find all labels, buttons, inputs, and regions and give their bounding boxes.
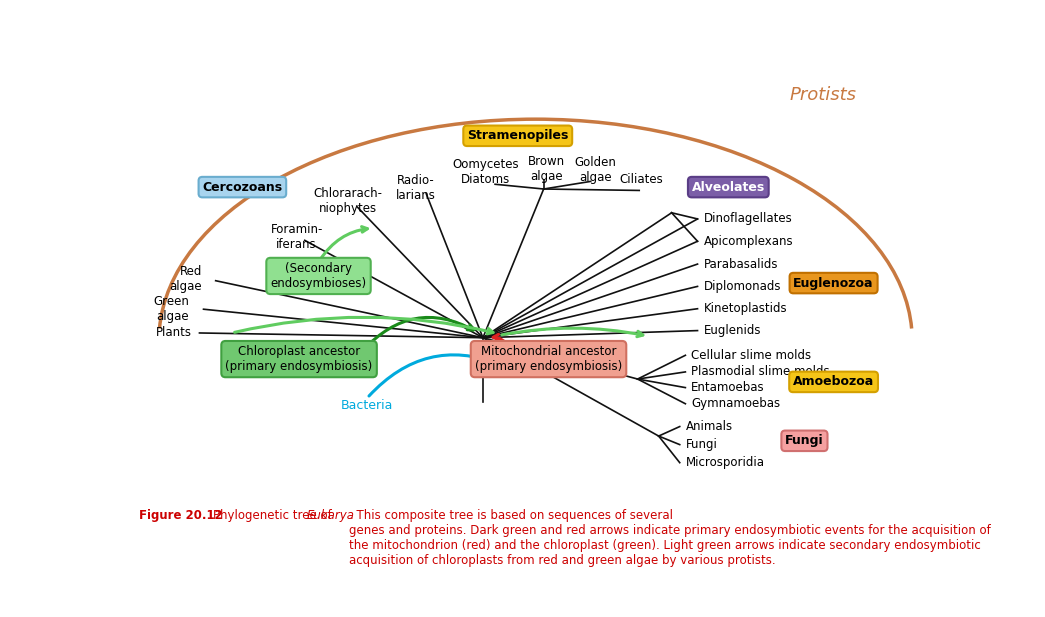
Text: Mitochondrial ancestor
(primary endosymbiosis): Mitochondrial ancestor (primary endosymb… [474, 345, 622, 373]
Text: Oomycetes
Diatoms: Oomycetes Diatoms [452, 158, 518, 186]
Text: Ciliates: Ciliates [619, 173, 663, 186]
Text: (Secondary
endosymbioses): (Secondary endosymbioses) [271, 262, 367, 290]
Text: Fungi: Fungi [687, 438, 718, 451]
Text: Eukarya: Eukarya [307, 509, 355, 522]
Text: Cellular slime molds: Cellular slime molds [691, 349, 811, 362]
Text: Apicomplexans: Apicomplexans [704, 235, 793, 248]
Text: Foramin-
iferans: Foramin- iferans [271, 223, 323, 251]
Text: Protists: Protists [790, 86, 857, 104]
Text: Kinetoplastids: Kinetoplastids [704, 302, 788, 315]
Text: Diplomonads: Diplomonads [704, 280, 782, 293]
Text: Red
algae: Red algae [169, 265, 202, 293]
Text: Euglenozoa: Euglenozoa [793, 276, 874, 289]
Text: Bacteria: Bacteria [341, 399, 393, 412]
Text: Plants: Plants [156, 326, 192, 339]
Text: Parabasalids: Parabasalids [704, 257, 779, 271]
Text: Cercozoans: Cercozoans [203, 181, 282, 194]
Text: Plasmodial slime molds: Plasmodial slime molds [691, 365, 830, 378]
Text: Amoebozoa: Amoebozoa [793, 375, 875, 388]
Text: Phylogenetic tree of: Phylogenetic tree of [213, 509, 335, 522]
Text: Stramenopiles: Stramenopiles [467, 130, 568, 143]
Text: Radio-
larians: Radio- larians [396, 174, 436, 202]
Text: . This composite tree is based on sequences of several
genes and proteins. Dark : . This composite tree is based on sequen… [349, 509, 991, 567]
Text: Alveolates: Alveolates [692, 181, 765, 194]
Text: Chlorarach-
niophytes: Chlorarach- niophytes [314, 188, 382, 215]
Text: Golden
algae: Golden algae [575, 157, 617, 184]
Text: Microsporidia: Microsporidia [687, 456, 765, 469]
Text: Green
algae: Green algae [153, 295, 189, 323]
Text: Animals: Animals [687, 420, 734, 433]
Text: Dinoflagellates: Dinoflagellates [704, 212, 793, 225]
Text: Gymnamoebas: Gymnamoebas [691, 397, 781, 410]
Text: Fungi: Fungi [785, 434, 823, 447]
Text: Entamoebas: Entamoebas [691, 381, 765, 394]
Text: Brown
algae: Brown algae [528, 155, 564, 183]
Text: Euglenids: Euglenids [704, 324, 762, 337]
Text: Figure 20.12: Figure 20.12 [139, 509, 223, 522]
Text: Chloroplast ancestor
(primary endosymbiosis): Chloroplast ancestor (primary endosymbio… [226, 345, 373, 373]
